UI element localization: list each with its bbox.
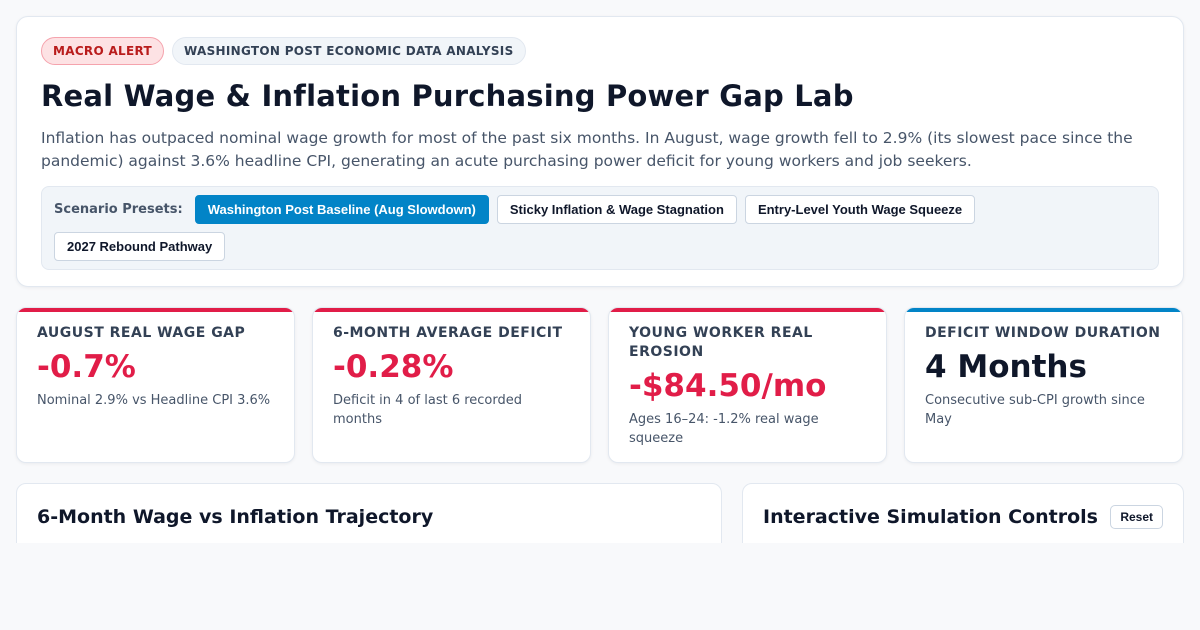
kpi-value: 4 Months bbox=[925, 349, 1087, 385]
kpi-subtext: Deficit in 4 of last 6 recorded months bbox=[333, 393, 522, 427]
preset-2027-rebound-button[interactable]: 2027 Rebound Pathway bbox=[54, 232, 226, 261]
kpi-label: DEFICIT WINDOW DURATION bbox=[925, 325, 1161, 341]
kpi-label: AUGUST REAL WAGE GAP bbox=[37, 325, 246, 341]
kpi-value: -0.7% bbox=[37, 349, 136, 385]
kpi-subtext: Consecutive sub-CPI growth since May bbox=[925, 393, 1145, 427]
preset-youth-wage-squeeze-button[interactable]: Entry-Level Youth Wage Squeeze bbox=[744, 195, 976, 224]
reset-button[interactable]: Reset bbox=[1110, 505, 1163, 529]
page-description: Inflation has outpaced nominal wage grow… bbox=[41, 129, 1133, 170]
preset-sticky-inflation-button[interactable]: Sticky Inflation & Wage Stagnation bbox=[496, 195, 737, 224]
kpi-card-deficit-window: DEFICIT WINDOW DURATION 4 Months Consecu… bbox=[904, 307, 1183, 463]
preset-washington-post-baseline-button[interactable]: Washington Post Baseline (Aug Slowdown) bbox=[194, 195, 489, 224]
kpi-card-average-deficit: 6-MONTH AVERAGE DEFICIT -0.28% Deficit i… bbox=[312, 307, 591, 463]
source-badge: WASHINGTON POST ECONOMIC DATA ANALYSIS bbox=[171, 37, 526, 65]
scenario-presets-bar: Scenario Presets: Washington Post Baseli… bbox=[41, 186, 1159, 270]
macro-alert-badge: MACRO ALERT bbox=[41, 37, 164, 65]
trajectory-panel-title: 6-Month Wage vs Inflation Trajectory bbox=[37, 506, 434, 528]
kpi-card-real-wage-gap: AUGUST REAL WAGE GAP -0.7% Nominal 2.9% … bbox=[16, 307, 295, 463]
kpi-subtext: Ages 16–24: -1.2% real wage squeeze bbox=[629, 412, 819, 446]
simulation-controls-title: Interactive Simulation Controls bbox=[763, 506, 1098, 528]
kpi-card-young-worker-erosion: YOUNG WORKER REAL EROSION -$84.50/mo Age… bbox=[608, 307, 887, 463]
badge-row: MACRO ALERT WASHINGTON POST ECONOMIC DAT… bbox=[41, 37, 1159, 65]
page-title: Real Wage & Inflation Purchasing Power G… bbox=[41, 79, 854, 113]
scenario-presets-label: Scenario Presets: bbox=[54, 202, 183, 217]
hero-card: MACRO ALERT WASHINGTON POST ECONOMIC DAT… bbox=[16, 16, 1184, 287]
page-background-footer bbox=[0, 543, 1200, 630]
kpi-label: YOUNG WORKER REAL EROSION bbox=[629, 325, 813, 360]
kpi-label: 6-MONTH AVERAGE DEFICIT bbox=[333, 325, 563, 341]
kpi-value: -$84.50/mo bbox=[629, 368, 827, 404]
kpi-value: -0.28% bbox=[333, 349, 454, 385]
kpi-subtext: Nominal 2.9% vs Headline CPI 3.6% bbox=[37, 393, 271, 408]
